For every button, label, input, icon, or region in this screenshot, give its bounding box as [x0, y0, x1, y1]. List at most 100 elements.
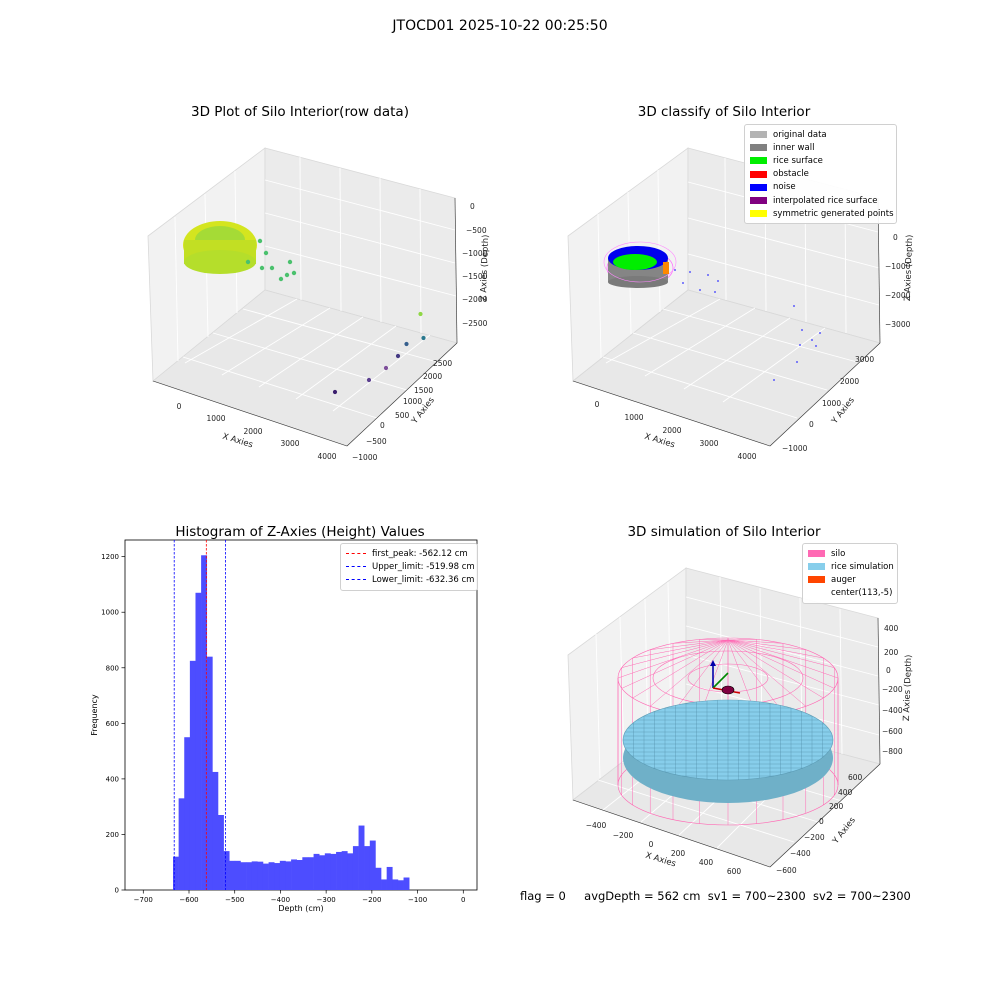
y-tick-label: 0	[115, 887, 119, 895]
legend-label: Upper_limit: -519.98 cm	[372, 561, 475, 572]
svg-text:2000: 2000	[243, 427, 262, 436]
x-tick-label: −200	[362, 896, 381, 904]
svg-text:−200: −200	[613, 831, 634, 840]
z-axis-label: Z Axies (Depth)	[902, 654, 914, 721]
histogram-bar	[195, 592, 202, 890]
legend-entry: center(113,-5)	[808, 587, 892, 600]
silo-roof-rib	[621, 639, 729, 689]
y-tick-label: 800	[106, 664, 119, 672]
legend-entry: symmetric generated points	[750, 207, 894, 220]
svg-text:−800: −800	[882, 747, 903, 756]
svg-text:4000: 4000	[737, 452, 756, 461]
y-tick-label: 600	[106, 720, 119, 728]
data-point	[383, 365, 389, 371]
pane-floor	[572, 712, 881, 868]
rice-surface-points	[613, 254, 657, 270]
silo-roof-rib	[727, 639, 824, 659]
x-tick-label: 0	[461, 896, 465, 904]
svg-text:4000: 4000	[317, 452, 336, 461]
legend-label: first_peak: -562.12 cm	[372, 548, 468, 559]
histogram-bar	[262, 863, 269, 890]
flag-readout: flag = 0	[520, 889, 566, 903]
raw-points-deep	[332, 311, 426, 395]
svg-text:1500: 1500	[414, 386, 433, 395]
legend-label: rice simulation	[831, 561, 894, 572]
chart-title-classify: 3D classify of Silo Interior	[637, 104, 811, 120]
svg-text:−500: −500	[466, 226, 487, 235]
legend-entry: Lower_limit: -632.36 cm	[346, 573, 474, 586]
svg-text:0: 0	[380, 421, 385, 430]
svg-text:200: 200	[829, 802, 844, 811]
histogram-bar	[291, 859, 298, 890]
legend-line	[346, 553, 366, 555]
histogram-y-ticks: 0 200 400 600 800 1000 1200	[101, 553, 125, 895]
rice-simulation-mesh	[623, 700, 833, 780]
svg-text:−1000: −1000	[885, 262, 911, 271]
svg-text:0: 0	[177, 402, 182, 411]
axis-lines	[572, 617, 881, 868]
svg-text:0: 0	[470, 202, 475, 211]
x-axis-label: Depth (cm)	[278, 904, 323, 913]
histogram-bar	[386, 866, 393, 890]
histogram-bar	[279, 860, 286, 890]
histogram-bar	[358, 825, 365, 890]
svg-text:500: 500	[395, 411, 410, 420]
histogram-bar	[173, 856, 179, 890]
silo-roof-rib	[727, 639, 757, 717]
legend-line	[346, 579, 366, 581]
histogram-bar	[336, 851, 342, 890]
svg-text:0: 0	[809, 420, 814, 429]
histogram-bar	[375, 867, 382, 890]
z-axis-label: Z Axies (Depth)	[479, 234, 491, 301]
svg-text:−200: −200	[882, 685, 903, 694]
silo-roof-rib	[727, 639, 839, 679]
raw-points-ring-inner	[195, 226, 245, 254]
noise-points	[674, 269, 821, 381]
x-tick-label: −600	[179, 896, 198, 904]
legend-entry: first_peak: -562.12 cm	[346, 547, 472, 560]
histogram-bar	[212, 771, 219, 890]
svg-text:−400: −400	[882, 706, 903, 715]
histogram-bar	[240, 862, 247, 890]
legend-entry: original data	[750, 128, 891, 141]
histogram-bars	[173, 555, 410, 890]
y-tick-label: 400	[106, 775, 119, 783]
histogram-bar	[234, 860, 241, 890]
silo-roof-rib	[727, 639, 806, 650]
pane-back	[264, 147, 458, 344]
histogram-bar	[217, 815, 224, 890]
svg-text:−500: −500	[366, 437, 387, 446]
svg-text:2000: 2000	[840, 377, 859, 386]
raw-points-ring-bottom	[184, 250, 256, 274]
histogram-bar	[285, 861, 292, 890]
avg-depth-readout: avgDepth = 562 cm	[584, 889, 701, 903]
interp-surface-ring	[606, 249, 674, 287]
legend-label: inner wall	[773, 142, 815, 153]
legend-simulation: silo rice simulation auger center(113,-5…	[802, 543, 898, 604]
y-axis-label: Y Axies	[830, 815, 858, 847]
z-ticks: 400 200 0 −200 −400 −600 −800	[882, 624, 903, 756]
x-axis-label: X Axies	[221, 432, 254, 451]
svg-text:2500: 2500	[433, 359, 452, 368]
legend-entry: inner wall	[750, 141, 891, 154]
svg-text:400: 400	[838, 788, 853, 797]
histogram-bar	[324, 853, 331, 890]
silo-roof-rib	[727, 639, 784, 644]
silo-bottom-rim	[617, 744, 839, 826]
svg-text:2000: 2000	[662, 426, 681, 435]
silo-roof-rib	[699, 639, 729, 717]
histogram-bar	[206, 656, 213, 890]
svg-text:−1000: −1000	[462, 249, 488, 258]
outer-ring	[603, 241, 677, 283]
svg-text:600: 600	[727, 867, 742, 876]
svg-text:−2000: −2000	[885, 291, 911, 300]
y-ticks: −1000 0 1000 2000 3000	[782, 355, 874, 453]
silo-roof-rib	[650, 639, 729, 650]
svg-text:−3000: −3000	[885, 320, 911, 329]
x-tick-label: −300	[317, 896, 336, 904]
noise-ring	[608, 246, 668, 270]
y-tick-label: 1200	[101, 553, 119, 561]
svg-text:1000: 1000	[822, 399, 841, 408]
silo-top-rim	[617, 637, 839, 719]
svg-text:−600: −600	[776, 866, 797, 875]
